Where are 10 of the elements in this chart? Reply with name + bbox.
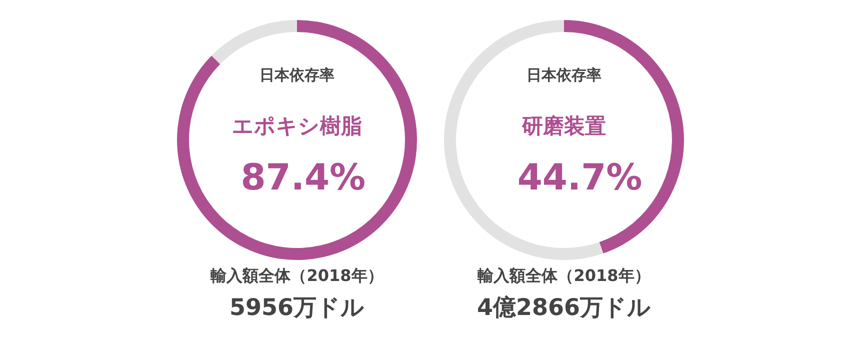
text: 研磨装置 bbox=[520, 113, 607, 140]
text: 日本依存率 bbox=[258, 66, 336, 85]
text: 輸入額全体（2018年） bbox=[476, 266, 652, 287]
text: 4億2866万ドル bbox=[476, 294, 652, 323]
text: 日本依存率 bbox=[526, 66, 602, 85]
text: 5956万ドル bbox=[228, 294, 366, 323]
text: エポキシ樹脂 bbox=[231, 113, 363, 140]
data-label: 87.4% bbox=[240, 157, 366, 198]
data-label: 44.7% bbox=[517, 157, 642, 198]
text: 輸入額全体（2018年） bbox=[210, 266, 384, 287]
